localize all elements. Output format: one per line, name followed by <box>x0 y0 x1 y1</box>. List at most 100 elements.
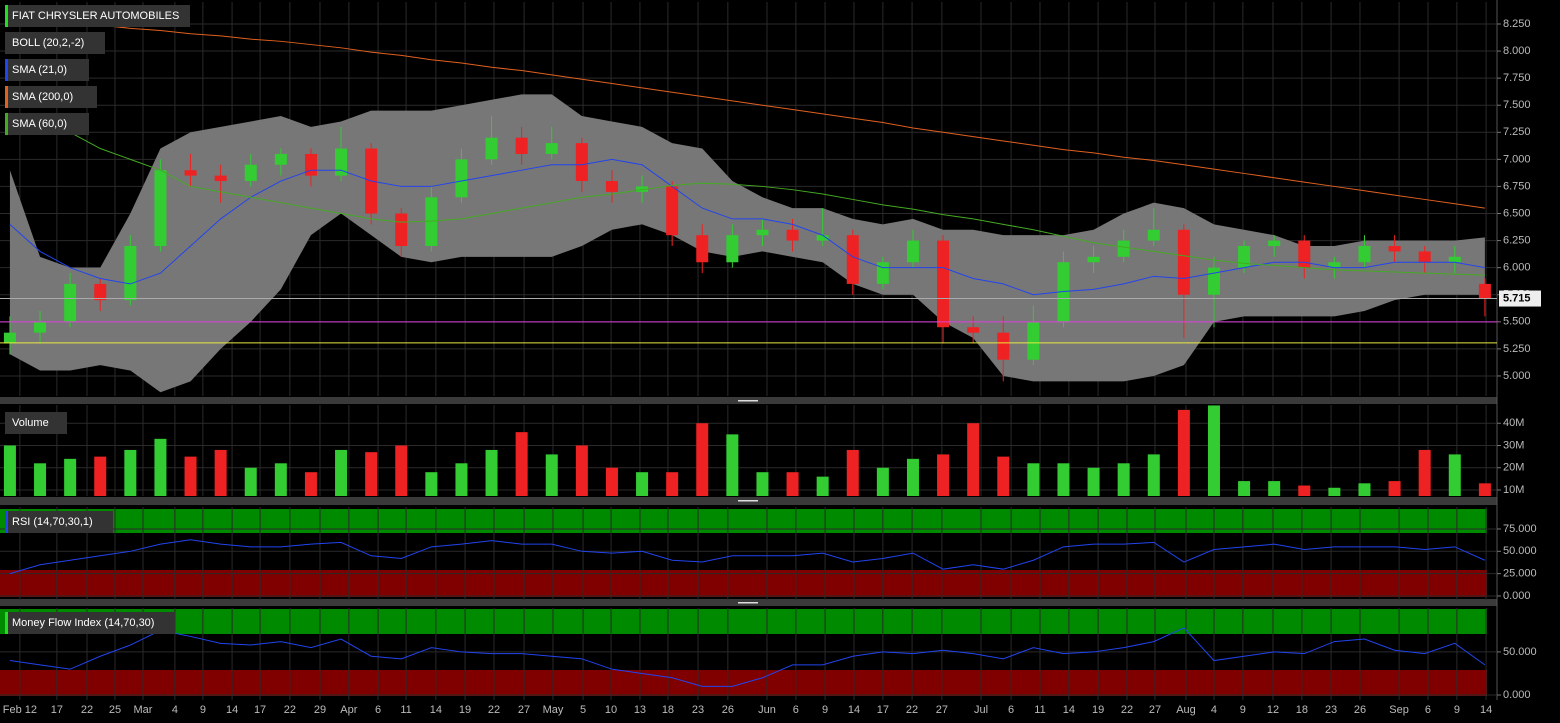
candle-body <box>1027 321 1040 360</box>
x-tick-label: May <box>543 704 564 716</box>
x-tick-label: 9 <box>822 704 828 716</box>
x-tick-label: 6 <box>793 704 799 716</box>
y-tick-label: 10M <box>1503 484 1524 496</box>
candle-body <box>696 235 709 263</box>
x-tick-label: 4 <box>172 704 178 716</box>
divider-handle <box>738 500 758 502</box>
candle-body <box>274 153 287 165</box>
candle-body <box>816 235 829 241</box>
y-tick-label: 6.500 <box>1503 207 1531 219</box>
volume-bar <box>1238 481 1251 496</box>
x-tick-label: 10 <box>605 704 617 716</box>
legend-box <box>5 511 113 533</box>
x-tick-label: 6 <box>1008 704 1014 716</box>
overbought-zone <box>0 609 1487 634</box>
last-price-box <box>1499 290 1541 307</box>
candle-body <box>1238 246 1251 268</box>
candle-body <box>605 181 618 192</box>
candle-body <box>304 153 317 176</box>
legend-swatch <box>5 412 8 434</box>
volume-bar <box>304 472 317 496</box>
candle-body <box>1478 283 1491 299</box>
x-tick-label: Feb 12 <box>3 704 37 716</box>
x-tick-label: 4 <box>1211 704 1217 716</box>
x-tick-label: 23 <box>692 704 704 716</box>
legend-label: Volume <box>12 417 49 429</box>
y-tick-label: 6.250 <box>1503 234 1531 246</box>
x-tick-label: Jun <box>758 704 776 716</box>
x-tick-label: 26 <box>722 704 734 716</box>
volume-bar <box>1087 467 1100 496</box>
volume-bar <box>816 476 829 496</box>
y-tick-label: 50.000 <box>1503 545 1537 557</box>
x-tick-label: 6 <box>1425 704 1431 716</box>
x-tick-label: 22 <box>488 704 500 716</box>
x-tick-label: 25 <box>109 704 121 716</box>
volume-bar <box>274 463 287 496</box>
x-tick-label: 22 <box>284 704 296 716</box>
candle-body <box>1328 262 1341 268</box>
volume-bar <box>545 454 558 496</box>
y-tick-label: 40M <box>1503 417 1524 429</box>
legend-box <box>5 412 67 434</box>
candle-body <box>244 164 257 182</box>
candle-body <box>1268 240 1281 247</box>
legend-label: FIAT CHRYSLER AUTOMOBILES <box>12 10 179 22</box>
x-tick-label: 26 <box>1354 704 1366 716</box>
legend-label: RSI (14,70,30,1) <box>12 516 93 528</box>
volume-bar <box>1418 449 1431 496</box>
candle-body <box>184 170 197 176</box>
candle-body <box>124 246 137 301</box>
divider-handle <box>738 602 758 604</box>
x-tick-label: Aug <box>1176 704 1196 716</box>
volume-bar <box>34 463 47 496</box>
volume-bar <box>997 456 1010 496</box>
volume-bar <box>1328 487 1341 496</box>
y-tick-label: 5.250 <box>1503 343 1531 355</box>
x-tick-label: 22 <box>906 704 918 716</box>
candle-body <box>846 235 859 284</box>
candle-body <box>1147 229 1160 241</box>
candle-body <box>1448 256 1461 263</box>
candle-body <box>1418 251 1431 263</box>
volume-bar <box>425 472 438 496</box>
sma-line <box>69 131 1485 276</box>
x-tick-label: 22 <box>1121 704 1133 716</box>
volume-bar <box>1027 463 1040 496</box>
volume-bar <box>876 467 889 496</box>
y-tick-label: 20M <box>1503 462 1524 474</box>
volume-bar <box>214 449 227 496</box>
volume-bar <box>605 467 618 496</box>
volume-bar <box>1388 481 1401 496</box>
volume-bar <box>1117 463 1130 496</box>
volume-bar <box>906 458 919 496</box>
x-tick-label: 22 <box>81 704 93 716</box>
x-tick-label: 17 <box>877 704 889 716</box>
legend-swatch <box>5 86 8 108</box>
legend-label: Money Flow Index (14,70,30) <box>12 617 154 629</box>
x-tick-label: 14 <box>848 704 860 716</box>
x-tick-label: 14 <box>1480 704 1492 716</box>
volume-bar <box>184 456 197 496</box>
x-tick-label: 9 <box>1240 704 1246 716</box>
legend-box <box>5 32 105 54</box>
candle-body <box>937 240 950 328</box>
volume-bar <box>1207 405 1220 496</box>
volume-bar <box>94 456 107 496</box>
legend-box <box>5 59 89 81</box>
volume-bar <box>756 472 769 496</box>
x-tick-label: Jul <box>974 704 988 716</box>
candle-body <box>726 235 739 263</box>
x-tick-label: Apr <box>340 704 357 716</box>
legend-label: SMA (21,0) <box>12 64 67 76</box>
x-tick-label: 14 <box>430 704 442 716</box>
x-tick-label: 6 <box>375 704 381 716</box>
y-tick-label: 5.000 <box>1503 370 1531 382</box>
volume-bar <box>154 438 167 496</box>
candle-body <box>575 143 588 182</box>
candle-body <box>214 175 227 182</box>
x-tick-label: 27 <box>518 704 530 716</box>
candle-body <box>545 143 558 154</box>
candle-body <box>666 186 679 236</box>
y-tick-label: 6.000 <box>1503 262 1531 274</box>
